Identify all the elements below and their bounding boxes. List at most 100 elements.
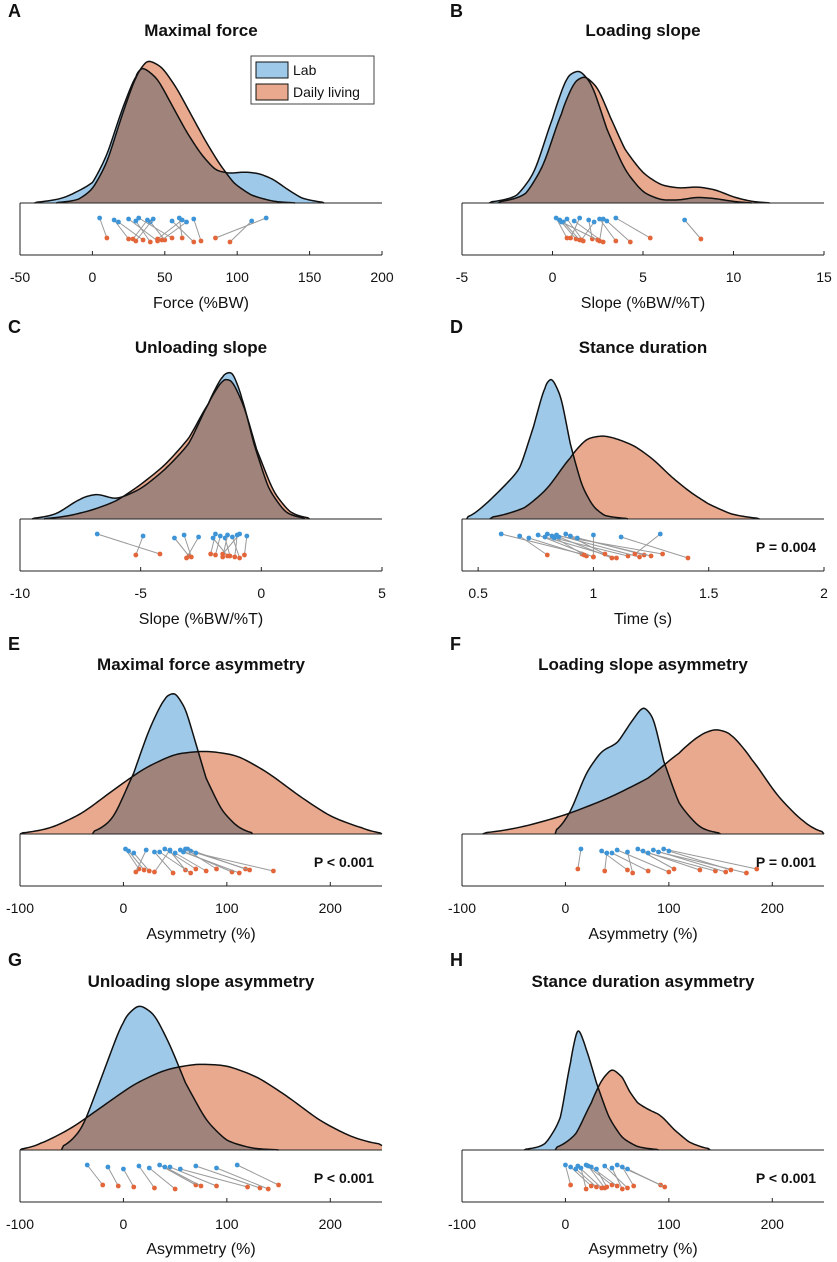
lab-density-area: [524, 1031, 659, 1150]
daily-point: [648, 553, 654, 559]
daily-density-line: [482, 729, 825, 835]
daily-point: [155, 236, 160, 242]
lab-point: [191, 216, 197, 222]
pair-link: [135, 535, 144, 556]
daily-point: [169, 235, 175, 241]
lab-point: [94, 531, 100, 537]
pair-link: [570, 217, 581, 239]
lab-point: [563, 1162, 568, 1168]
pair-link: [183, 534, 192, 558]
x-tick-label: -5: [456, 269, 469, 285]
daily-point: [133, 238, 139, 244]
panel-G: -100 0 100 200 G Unloading slope asymmetry Asy…: [6, 950, 383, 1258]
daily-point: [583, 1186, 589, 1192]
pair-link: [611, 1167, 623, 1190]
x-tick-label: 0: [549, 269, 557, 285]
lab-point: [188, 848, 194, 854]
pair-link: [193, 218, 202, 242]
pair-link: [606, 220, 631, 243]
x-tick-label: -100: [6, 900, 34, 916]
lab-point: [498, 531, 504, 537]
pair-link: [577, 848, 582, 870]
pair-link: [133, 852, 150, 872]
lab-point: [591, 219, 597, 225]
daily-point: [214, 1183, 219, 1189]
pair-link: [621, 1166, 635, 1187]
x-axis-label: Slope (%BW/%T): [139, 611, 263, 628]
lab-point: [619, 1164, 625, 1170]
daily-density-line: [489, 435, 760, 520]
panel-E: -100 0 100 200 E Maximal force asymmetry Asymm…: [6, 634, 383, 943]
daily-point: [198, 1183, 204, 1189]
x-tick-label: 200: [319, 1216, 343, 1232]
daily-point: [146, 868, 152, 874]
daily-point: [193, 866, 199, 872]
panel-title: Maximal force: [144, 21, 257, 40]
lab-point: [133, 218, 139, 224]
legend-label-daily: Daily living: [293, 84, 360, 100]
overlap-density-area: [498, 77, 752, 203]
x-tick-label: 0: [562, 1216, 570, 1232]
x-tick-label: 100: [657, 1216, 681, 1232]
x-tick-label: 5: [378, 585, 386, 601]
daily-point: [609, 1182, 615, 1188]
x-tick-label: 100: [657, 900, 681, 916]
daily-point: [713, 868, 718, 874]
daily-point: [157, 551, 163, 557]
panel-B: -5 0 5 10 15 B Loading slope Slope (%BW/%T): [450, 1, 832, 312]
lab-point: [234, 532, 240, 538]
lab-point: [625, 1166, 630, 1172]
pair-link: [159, 851, 191, 874]
lab-point: [229, 534, 235, 540]
daily-point: [728, 867, 734, 873]
lab-point: [618, 534, 624, 540]
lab-point: [544, 531, 550, 537]
panel-D: 0.5 1 1.5 2 D Stance duration Time (s) P = 0.00…: [450, 317, 828, 628]
pair-link: [587, 1165, 606, 1189]
daily-point: [188, 870, 194, 876]
panel-H: -100 0 100 200 H Stance duration asymmetry Asy…: [448, 950, 824, 1258]
legend-swatch-lab: [255, 61, 289, 79]
daily-point: [104, 235, 110, 241]
lab-point: [244, 533, 250, 539]
x-tick-label: 200: [761, 900, 785, 916]
daily-point: [625, 1185, 630, 1191]
daily-point: [660, 551, 665, 557]
pair-link: [86, 1164, 104, 1186]
pair-link: [620, 536, 689, 559]
pair-link: [236, 1164, 279, 1186]
pair-link: [588, 219, 593, 240]
panel-title: Stance duration asymmetry: [532, 972, 756, 991]
pair-link: [575, 1168, 597, 1188]
panel-title: Unloading slope: [135, 338, 267, 357]
lab-point: [249, 218, 255, 224]
x-axis-label: Force (%BW): [153, 295, 249, 312]
daily-point: [597, 238, 602, 244]
daily-point: [627, 239, 633, 245]
x-tick-label: 10: [726, 269, 742, 285]
daily-point: [271, 868, 276, 874]
daily-point: [188, 554, 194, 560]
lab-point: [614, 847, 620, 853]
daily-point: [220, 551, 226, 557]
pair-link: [169, 1166, 217, 1187]
pair-link: [185, 848, 217, 870]
lab-point: [640, 848, 646, 854]
daily-density-line: [55, 60, 296, 204]
lab-point: [105, 1164, 111, 1170]
lab-density-line: [523, 1030, 659, 1151]
x-axis-label: Slope (%BW/%T): [581, 295, 705, 312]
lab-point: [656, 849, 661, 855]
pair-link: [684, 219, 702, 240]
pair-link: [154, 849, 171, 873]
p-value-label: P < 0.001: [314, 1170, 374, 1186]
pair-link: [161, 221, 187, 241]
lab-point: [140, 533, 146, 539]
lab-point: [193, 1163, 199, 1169]
pair-link: [564, 1164, 572, 1186]
lab-point: [263, 215, 269, 221]
lab-point: [574, 535, 580, 541]
daily-point: [544, 552, 550, 558]
pair-link: [138, 1165, 155, 1189]
daily-point: [625, 553, 631, 559]
